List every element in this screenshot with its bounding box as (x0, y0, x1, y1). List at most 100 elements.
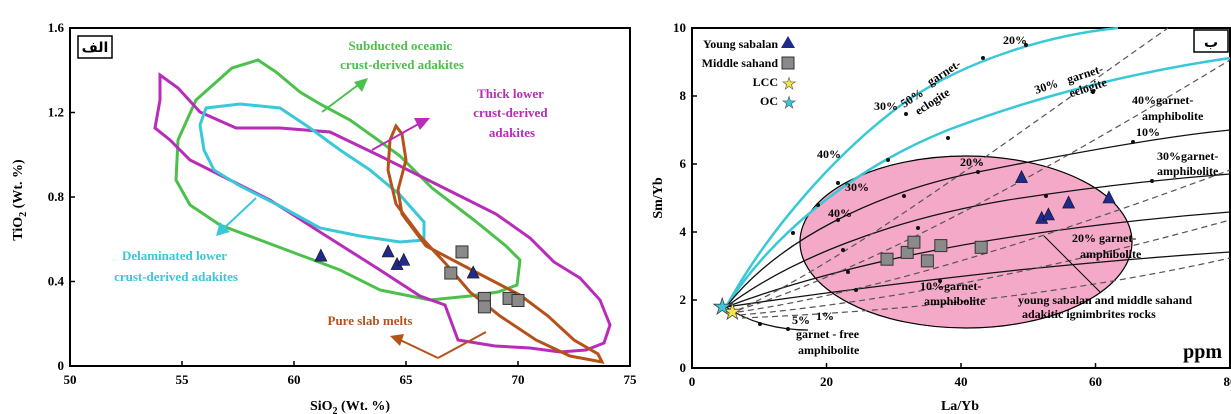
b-triangle-point (1062, 195, 1076, 209)
b-xtick-label: 20 (820, 374, 833, 389)
b-square-point (880, 252, 894, 266)
pct-40-upper: 40% (817, 147, 841, 161)
pct-20-top: 20% (1003, 33, 1027, 47)
curve-amphibolite-10 (725, 251, 1231, 308)
label-thick-lower-crust: Thick lower crust-derived adakites (473, 86, 551, 140)
pct-40-mid: 40% (828, 206, 852, 220)
legend-star-cyan-icon: ★ (782, 95, 796, 112)
field-note-pointer (1043, 235, 1101, 293)
b-star-point: ★ (722, 299, 742, 324)
field-subducted-oceanic (174, 58, 522, 302)
chart-panel-a: الف Subducted oceanic crust-derived adak… (11, 20, 637, 414)
legend-star-yellow-icon: ★ (782, 76, 796, 93)
a-ytick-label: 1.2 (48, 105, 64, 120)
data-points-b: ★★ (712, 169, 1116, 324)
field-note: young sabalan and middle sahand adakitic… (1018, 293, 1195, 321)
label-pure-slab-melts: Pure slab melts (328, 313, 413, 328)
a-ytick-label: 0 (58, 358, 65, 373)
field-pure-slab-melts (386, 123, 605, 365)
b-ytick-label: 4 (680, 224, 687, 239)
b-triangle-point (1102, 190, 1116, 204)
curve-amphibolite-20 (725, 211, 1231, 308)
b-triangle-point (1041, 207, 1055, 221)
pct-30-upper: 30% (874, 99, 898, 113)
axis-ticks-a: 50 55 60 65 70 75 0 0.4 0.8 1.2 1.6 (48, 20, 637, 387)
legend-young-sabalan: Young sabalan (703, 37, 778, 51)
b-ytick-label: 0 (680, 360, 687, 375)
b-square-point (920, 254, 934, 268)
curve-amphibolite-30 (725, 173, 1231, 308)
b-xtick-label: 60 (1089, 374, 1102, 389)
label-garnet-free: 5% 1% garnet - free amphibolite (792, 309, 862, 357)
field-delaminated-lower-crust (198, 102, 426, 244)
a-triangle-point (397, 252, 411, 266)
mixing-line-3 (737, 169, 1231, 313)
pct-20-mid: 20% (960, 155, 984, 169)
a-xtick-label: 60 (288, 372, 301, 387)
mixing-line-2 (737, 59, 1231, 311)
b-square-point (907, 235, 921, 249)
legend-lcc: LCC (753, 75, 778, 89)
panel-label-a: الف (82, 40, 109, 56)
a-square-point (511, 294, 525, 308)
legend-square-icon (781, 56, 795, 70)
label-garnet-eclogite-30: 30% garnet- eclogite (1033, 61, 1112, 111)
a-triangle-point (466, 265, 480, 279)
curve-garnet-eclogite-lower (724, 56, 1231, 308)
smyb-vs-layb-chart: ب Young sabalan Middle sahand LCC ★ OC ★… (651, 20, 1231, 414)
a-square-point (444, 266, 458, 280)
b-xtick-label: 0 (689, 374, 696, 389)
b-triangle-point (1015, 169, 1029, 183)
mixing-line-5 (741, 257, 1231, 319)
a-triangle-point (381, 244, 395, 258)
mixing-line-4 (739, 219, 1231, 316)
legend-middle-sahand: Middle sahand (702, 56, 779, 70)
data-points-a (314, 244, 525, 314)
x-axis-label-a: SiO2 (Wt. %) (310, 399, 390, 414)
label-subducted-oceanic: Subducted oceanic crust-derived adakites (340, 38, 464, 72)
x-axis-label-b: La/Yb (941, 399, 979, 414)
b-square-point (934, 239, 948, 253)
a-ytick-label: 1.6 (48, 20, 65, 35)
a-triangle-point (314, 248, 328, 262)
b-star-point: ★ (712, 294, 732, 319)
a-square-point (455, 245, 469, 259)
a-xtick-label: 70 (512, 372, 525, 387)
label-garnet-amphibolite-40: 40%garnet- amphibolite (1132, 93, 1204, 123)
panel-label-b: ب (1204, 35, 1218, 51)
tio2-vs-sio2-chart: الف Subducted oceanic crust-derived adak… (11, 20, 637, 414)
a-xtick-label: 75 (624, 372, 638, 387)
unit-label: ppm (1183, 341, 1222, 363)
label-garnet-amphibolite-30: 30%garnet- amphibolite (1157, 149, 1221, 178)
b-xtick-label: 80 (1224, 374, 1231, 389)
legend-triangle-icon (781, 36, 795, 48)
axis-ticks-b: 0 20 40 60 80 0 2 4 6 8 10 (673, 20, 1231, 389)
label-garnet-eclogite-50: 50% garnet- eclogite (896, 55, 976, 122)
a-xtick-label: 55 (176, 372, 190, 387)
curve-garnet-eclogite-upper (724, 26, 1119, 308)
pct-10-right: 10% (1136, 125, 1160, 139)
b-square-point (900, 245, 914, 259)
a-ytick-label: 0.8 (48, 189, 65, 204)
label-garnet-amphibolite-20: 20% garnet- amphibolite (1072, 231, 1142, 261)
legend-oc: OC (760, 94, 778, 108)
y-axis-label-a: TiO2 (Wt. %) (11, 159, 29, 241)
b-ytick-label: 10 (673, 20, 686, 35)
a-ytick-label: 0.4 (48, 274, 65, 289)
b-ytick-label: 2 (680, 292, 687, 307)
b-ytick-label: 8 (680, 88, 687, 103)
y-axis-label-b: Sm/Yb (651, 177, 666, 218)
label-delaminated-lower-crust: Delaminated lower crust-derived adakites (114, 248, 238, 284)
a-xtick-label: 65 (400, 372, 414, 387)
panel-tag-box-a (77, 35, 113, 59)
a-xtick-label: 50 (64, 372, 77, 387)
b-ytick-label: 6 (680, 156, 687, 171)
curve-garnet-free (725, 306, 809, 331)
panel-tag-box-b (1193, 29, 1229, 53)
b-xtick-label: 40 (955, 374, 968, 389)
legend: Young sabalan Middle sahand LCC ★ OC ★ (702, 36, 796, 112)
chart-panel-b: ب Young sabalan Middle sahand LCC ★ OC ★… (648, 0, 1231, 414)
b-square-point (974, 240, 988, 254)
curve-amphibolite-40 (725, 129, 1231, 308)
pct-30-mid: 30% (845, 180, 869, 194)
